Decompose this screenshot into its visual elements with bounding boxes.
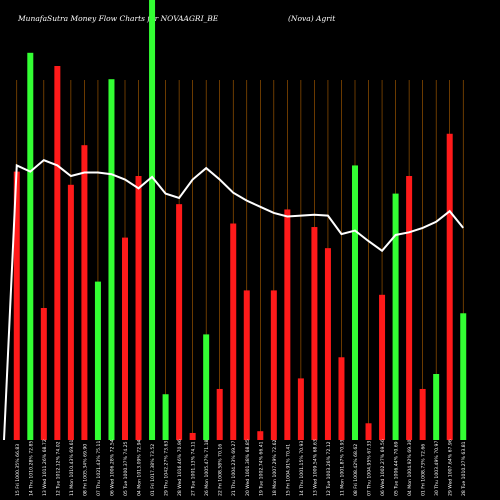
up-bar <box>94 281 101 440</box>
up-bar <box>27 52 34 441</box>
down-bar <box>243 290 250 440</box>
x-tick-label: 07 Thu 1021.43% 75.11 <box>96 441 102 496</box>
x-tick-label: 08 Fri 1005.34% 69.90 <box>82 444 88 496</box>
down-bar <box>338 357 345 440</box>
x-tick-label: 08 Fri 1008.42% 68.62 <box>353 444 359 496</box>
up-bar <box>352 165 358 440</box>
x-tick-label: 12 Tue 1012.12% 74.02 <box>55 441 61 496</box>
x-tick-label: 06 Wed 1006.28% 72.54 <box>109 439 115 496</box>
down-bar <box>365 423 372 440</box>
x-tick-label: 06 Wed 1002.27% 69.56 <box>380 439 386 496</box>
x-tick-label: 28 Wed 1016.46% 70.96 <box>177 439 183 496</box>
down-bar <box>230 223 237 440</box>
x-tick-label: 29 Wed 1007.64% 67.96 <box>448 439 454 496</box>
x-tick-label: 29 Thu 1042.27% 73.63 <box>164 441 170 496</box>
x-tick-label: 04 Mon 1004.92% 69.30 <box>407 439 413 496</box>
x-tick-label: 19 Tue 1002.74% 66.41 <box>258 441 264 496</box>
down-bar <box>284 209 291 440</box>
x-tick-label: 26 Mon 1005.47% 71.18 <box>204 439 210 496</box>
x-tick-label: 04 Mon 1013.09% 72.94 <box>137 439 143 496</box>
x-tick-label: 27 Tue 1001.13% 74.11 <box>191 441 197 496</box>
x-tick-label: 01 Fri 1017.38% 73.52 <box>150 444 156 496</box>
x-tick-label: 11 Mon 1001.87% 70.93 <box>339 439 345 496</box>
down-bar <box>324 248 331 440</box>
x-tick-label: 01 Fri 1008.73% 72.66 <box>421 444 427 496</box>
x-tick-label: 11 Mon 1010.43% 69.61 <box>69 439 75 496</box>
down-bar <box>270 290 277 440</box>
x-tick-label: 20 Wed 1001.38% 68.85 <box>245 439 251 496</box>
up-bar <box>108 79 115 440</box>
down-bar <box>176 204 183 440</box>
x-tick-label: 13 Wed 1009.54% 68.63 <box>312 439 318 496</box>
up-bar <box>203 334 210 440</box>
x-tick-label: 15 Fri 1000.35% 66.83 <box>15 444 21 496</box>
down-bar <box>297 378 304 440</box>
up-bar <box>162 394 169 440</box>
chart-title: MunafaSutra Money Flow Charts for NOVAAG… <box>18 14 219 23</box>
x-tick-label: 30 Thu 1003.49% 70.97 <box>434 441 440 496</box>
down-bar <box>446 133 453 440</box>
down-bar <box>135 176 142 440</box>
down-bar <box>67 184 74 440</box>
money-flow-line <box>3 159 465 441</box>
x-tick-label: 05 Tue 1006.44% 70.69 <box>394 441 400 496</box>
up-bar <box>392 193 399 440</box>
x-tick-label: 12 Tue 1003.26% 72.12 <box>326 441 332 496</box>
x-tick-label: 05 Tue 1000.37% 74.25 <box>123 441 129 496</box>
down-bar <box>122 237 128 440</box>
down-bar <box>54 66 61 440</box>
down-bar <box>216 388 223 440</box>
company-label: (Nova) Agrit <box>288 14 336 23</box>
x-tick-label: 07 Thu 1004.95% 67.33 <box>367 441 373 496</box>
down-bar <box>189 432 196 440</box>
x-tick-label: 28 Tue 1010.27% 63.81 <box>461 441 467 496</box>
down-bar <box>311 227 318 440</box>
up-bar <box>149 0 156 440</box>
down-bar <box>419 388 426 440</box>
down-bar <box>81 145 88 440</box>
x-tick-label: 22 Fri 1008.58% 70.16 <box>218 444 224 496</box>
x-tick-label: 14 Thu 1010.28% 72.85 <box>28 441 34 496</box>
x-tick-label: 14 Thu 1001.15% 70.93 <box>299 441 305 496</box>
x-tick-label: 13 Wed 1011.26% 68.72 <box>42 439 48 496</box>
down-bar <box>379 294 386 440</box>
down-bar <box>406 176 413 440</box>
up-bar <box>433 374 440 440</box>
down-bar <box>40 308 47 440</box>
down-bar <box>257 431 264 440</box>
x-tick-label: 18 Mon 1007.29% 72.62 <box>272 439 278 496</box>
x-tick-label: 21 Thu 1004.23% 69.27 <box>231 441 237 496</box>
x-tick-label: 15 Fri 1004.91% 70.41 <box>285 444 291 496</box>
up-bar <box>460 313 467 440</box>
down-bar <box>13 171 20 440</box>
